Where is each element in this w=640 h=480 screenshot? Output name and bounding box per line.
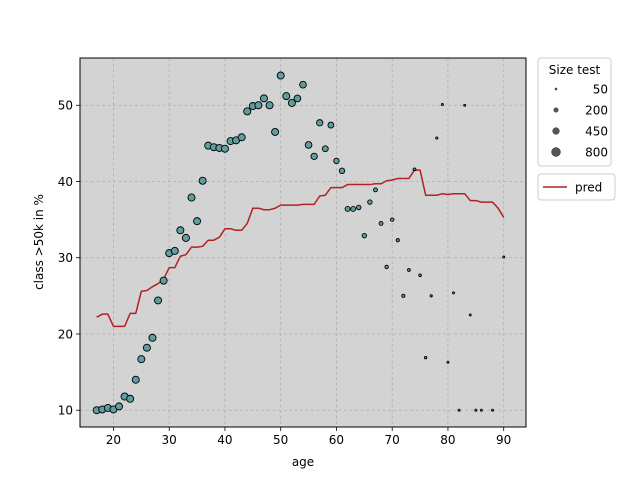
scatter-point — [435, 136, 439, 140]
scatter-point — [395, 238, 400, 243]
grid — [80, 58, 526, 427]
y-axis-label: class >50k in % — [32, 194, 46, 290]
scatter-point — [187, 193, 196, 202]
scatter-point — [474, 408, 478, 412]
scatter-point — [287, 98, 296, 107]
scatter-point — [423, 355, 428, 360]
scatter-point — [367, 199, 373, 205]
scatter-point — [378, 221, 384, 226]
scatter-point — [463, 103, 467, 107]
scatter-point — [321, 145, 329, 153]
scatter-point — [265, 101, 274, 110]
scatter-point — [299, 80, 307, 89]
size-legend-marker — [551, 147, 561, 157]
size-legend-marker — [554, 87, 558, 91]
y-tick-label: 40 — [58, 175, 73, 189]
scatter-point — [276, 71, 285, 80]
size-legend-box — [537, 57, 612, 167]
scatter-point — [491, 408, 494, 412]
scatter-point — [344, 206, 351, 212]
scatter-point — [310, 152, 318, 160]
plot-area — [80, 58, 526, 427]
scatter-point — [502, 255, 506, 259]
x-tick-label: 80 — [440, 433, 455, 447]
y-axis: 10 20 30 40 50 — [58, 99, 80, 418]
scatter-point — [338, 167, 346, 175]
scatter-point — [327, 121, 335, 129]
scatter-points — [92, 71, 506, 415]
scatter-point — [137, 355, 146, 364]
scatter-point — [356, 204, 362, 211]
scatter-point — [429, 294, 433, 298]
scatter-point — [452, 291, 455, 295]
scatter-point — [148, 333, 157, 342]
scatter-point — [407, 268, 411, 272]
scatter-point — [282, 92, 291, 101]
scatter-point — [237, 133, 246, 142]
pred-legend-label: pred — [575, 181, 602, 195]
line-legend-box — [537, 173, 616, 201]
x-tick-label: 30 — [162, 433, 177, 447]
x-tick-label: 60 — [329, 433, 344, 447]
scatter-point — [373, 187, 378, 193]
scatter-point — [468, 313, 472, 317]
plot-frame — [79, 57, 527, 428]
scatter-point — [401, 293, 406, 298]
y-tick-label: 10 — [58, 404, 73, 418]
scatter-point — [361, 232, 368, 239]
x-axis: 20 30 40 50 60 70 80 90 — [106, 427, 511, 447]
scatter-point — [254, 101, 263, 110]
scatter-point — [418, 273, 422, 278]
scatter-point — [115, 402, 124, 411]
scatter-point — [457, 408, 461, 412]
scatter-point — [271, 127, 280, 136]
size-legend-label: 450 — [585, 124, 608, 138]
scatter-point — [446, 360, 450, 364]
scatter-point — [243, 107, 252, 116]
size-legend-label: 200 — [585, 103, 608, 117]
scatter-point — [384, 264, 389, 270]
scatter-point — [181, 233, 190, 242]
scatter-point — [220, 144, 229, 153]
y-tick-label: 20 — [58, 327, 73, 341]
size-legend-marker — [553, 107, 559, 113]
x-tick-label: 50 — [273, 433, 288, 447]
scatter-point — [131, 375, 140, 384]
scatter-point — [176, 226, 185, 235]
x-tick-label: 70 — [385, 433, 400, 447]
x-tick-label: 90 — [496, 433, 511, 447]
scatter-point — [259, 94, 268, 103]
y-tick-label: 30 — [58, 251, 73, 265]
scatter-point — [390, 217, 395, 222]
scatter-point — [193, 217, 202, 226]
line-legend: pred — [537, 173, 616, 201]
x-tick-label: 40 — [217, 433, 232, 447]
size-legend-title: Size test — [549, 63, 601, 77]
scatter-point — [142, 343, 151, 352]
scatter-point — [198, 176, 207, 185]
scatter-point — [333, 157, 340, 165]
scatter-point — [170, 246, 179, 255]
size-legend-label: 800 — [585, 145, 608, 159]
scatter-point — [159, 276, 168, 285]
scatter-point — [154, 296, 163, 305]
size-legend-marker — [552, 127, 560, 135]
x-tick-label: 20 — [106, 433, 121, 447]
size-legend: Size test 50 200 450 800 — [537, 57, 612, 167]
scatter-point — [479, 408, 483, 412]
scatter-point — [316, 119, 324, 127]
scatter-point — [126, 394, 135, 403]
size-legend-label: 50 — [593, 82, 608, 96]
scatter-point — [350, 206, 357, 212]
x-axis-label: age — [292, 455, 314, 469]
scatter-point — [440, 103, 444, 106]
y-tick-label: 50 — [58, 99, 73, 113]
scatter-point — [304, 141, 313, 149]
scatter-point — [412, 167, 417, 172]
scatter-point — [293, 94, 302, 103]
